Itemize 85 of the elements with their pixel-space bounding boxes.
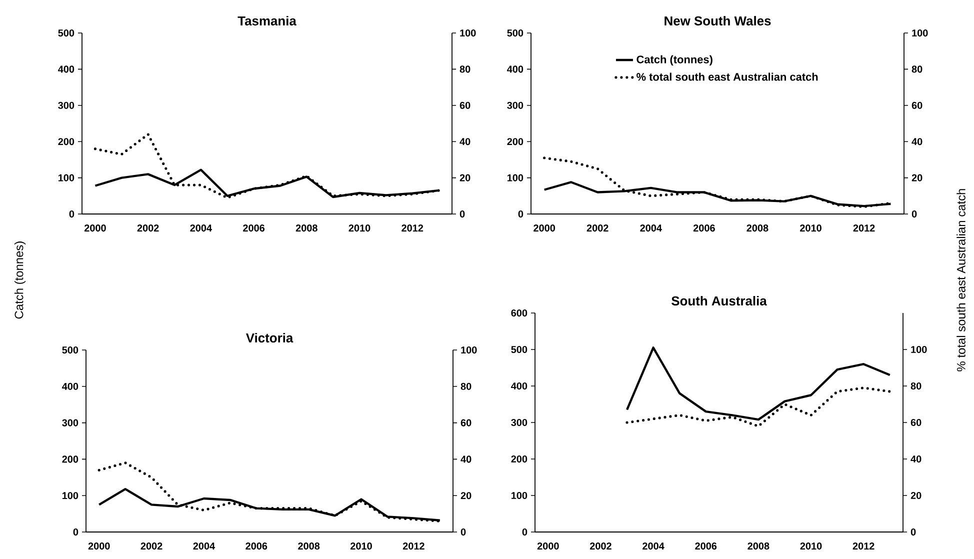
x-tick-label: 2000 bbox=[534, 224, 556, 232]
y2-tick-label: 60 bbox=[460, 419, 472, 426]
y-tick-label: 200 bbox=[58, 138, 74, 146]
y2-tick-label: 100 bbox=[461, 346, 477, 354]
x-tick-label: 2008 bbox=[298, 542, 320, 550]
y-tick-label: 500 bbox=[62, 346, 78, 354]
y2-tick-label: 0 bbox=[460, 210, 465, 218]
y-tick-label: 0 bbox=[522, 528, 528, 536]
legend-label: % total south east Australian catch bbox=[636, 72, 818, 81]
y2-axis-title: % total south east Australian catch bbox=[956, 189, 966, 372]
y-tick-label: 400 bbox=[511, 382, 528, 390]
x-tick-label: 2002 bbox=[137, 224, 159, 232]
y-tick-label: 0 bbox=[518, 210, 524, 218]
y2-tick-label: 60 bbox=[910, 418, 922, 426]
chart-title: Tasmania bbox=[238, 16, 296, 26]
y-tick-label: 100 bbox=[511, 492, 528, 500]
x-tick-label: 2012 bbox=[402, 224, 424, 232]
chart-title: South Australia bbox=[672, 296, 767, 306]
chart-title: Victoria bbox=[246, 332, 294, 343]
y2-tick-label: 80 bbox=[460, 66, 470, 73]
y-tick-label: 0 bbox=[73, 528, 78, 536]
y2-tick-label: 20 bbox=[910, 492, 922, 500]
x-tick-label: 2006 bbox=[693, 224, 715, 232]
x-tick-label: 2000 bbox=[537, 542, 559, 550]
y2-tick-label: 80 bbox=[910, 382, 922, 390]
x-tick-label: 2010 bbox=[800, 542, 822, 550]
x-tick-label: 2008 bbox=[748, 542, 770, 550]
y2-tick-label: 100 bbox=[911, 346, 927, 354]
x-tick-label: 2010 bbox=[348, 224, 370, 232]
x-tick-label: 2000 bbox=[88, 542, 110, 550]
x-tick-label: 2004 bbox=[640, 224, 662, 232]
y2-tick-label: 80 bbox=[912, 66, 922, 73]
x-tick-label: 2004 bbox=[193, 542, 215, 550]
y2-tick-label: 40 bbox=[910, 455, 922, 463]
x-tick-label: 2002 bbox=[140, 542, 162, 550]
legend-label: Catch (tonnes) bbox=[636, 55, 712, 66]
x-tick-label: 2000 bbox=[84, 224, 106, 232]
x-tick-label: 2012 bbox=[402, 542, 424, 550]
x-tick-label: 2004 bbox=[642, 542, 664, 550]
x-tick-label: 2006 bbox=[243, 224, 265, 232]
y2-tick-label: 80 bbox=[460, 382, 472, 390]
y2-tick-label: 100 bbox=[460, 29, 476, 37]
x-tick-label: 2012 bbox=[852, 542, 874, 550]
x-tick-label: 2008 bbox=[296, 224, 318, 232]
y-tick-label: 400 bbox=[62, 382, 78, 390]
y-tick-label: 100 bbox=[58, 174, 74, 182]
y-tick-label: 300 bbox=[62, 419, 78, 426]
y-tick-label: 300 bbox=[511, 418, 528, 426]
x-tick-label: 2006 bbox=[695, 542, 717, 550]
y2-tick-label: 0 bbox=[912, 210, 917, 218]
x-tick-label: 2012 bbox=[853, 224, 875, 232]
x-tick-label: 2008 bbox=[746, 224, 768, 232]
y2-tick-label: 0 bbox=[460, 528, 466, 536]
y-tick-label: 0 bbox=[69, 210, 74, 218]
x-tick-label: 2010 bbox=[350, 542, 372, 550]
y2-tick-label: 40 bbox=[912, 138, 922, 146]
y-axis-title: Catch (tonnes) bbox=[14, 242, 26, 319]
chart-title: New South Wales bbox=[664, 16, 771, 26]
y2-tick-label: 40 bbox=[460, 138, 470, 146]
y2-tick-label: 40 bbox=[460, 456, 472, 463]
y-tick-label: 500 bbox=[507, 29, 524, 37]
y2-tick-label: 60 bbox=[460, 102, 470, 109]
y2-tick-label: 0 bbox=[910, 528, 916, 536]
x-tick-label: 2002 bbox=[590, 542, 612, 550]
y-tick-label: 200 bbox=[511, 455, 528, 463]
y-tick-label: 300 bbox=[507, 102, 524, 109]
y2-tick-label: 60 bbox=[912, 102, 922, 109]
y-tick-label: 600 bbox=[511, 309, 528, 317]
y2-tick-label: 20 bbox=[912, 174, 922, 182]
y-tick-label: 500 bbox=[511, 346, 528, 354]
y2-tick-label: 20 bbox=[460, 492, 472, 500]
x-tick-label: 2010 bbox=[800, 224, 822, 232]
y-tick-label: 100 bbox=[507, 174, 524, 182]
y-tick-label: 400 bbox=[507, 66, 524, 73]
y-tick-label: 300 bbox=[58, 102, 74, 109]
y-tick-label: 400 bbox=[58, 66, 74, 73]
y-tick-label: 200 bbox=[507, 138, 524, 146]
x-tick-label: 2006 bbox=[246, 542, 268, 550]
y-tick-label: 200 bbox=[62, 456, 78, 463]
x-tick-label: 2002 bbox=[586, 224, 608, 232]
y2-tick-label: 20 bbox=[460, 174, 470, 182]
y-tick-label: 500 bbox=[58, 29, 74, 37]
y-tick-label: 100 bbox=[62, 492, 78, 500]
x-tick-label: 2004 bbox=[190, 224, 212, 232]
y2-tick-label: 100 bbox=[912, 29, 928, 37]
